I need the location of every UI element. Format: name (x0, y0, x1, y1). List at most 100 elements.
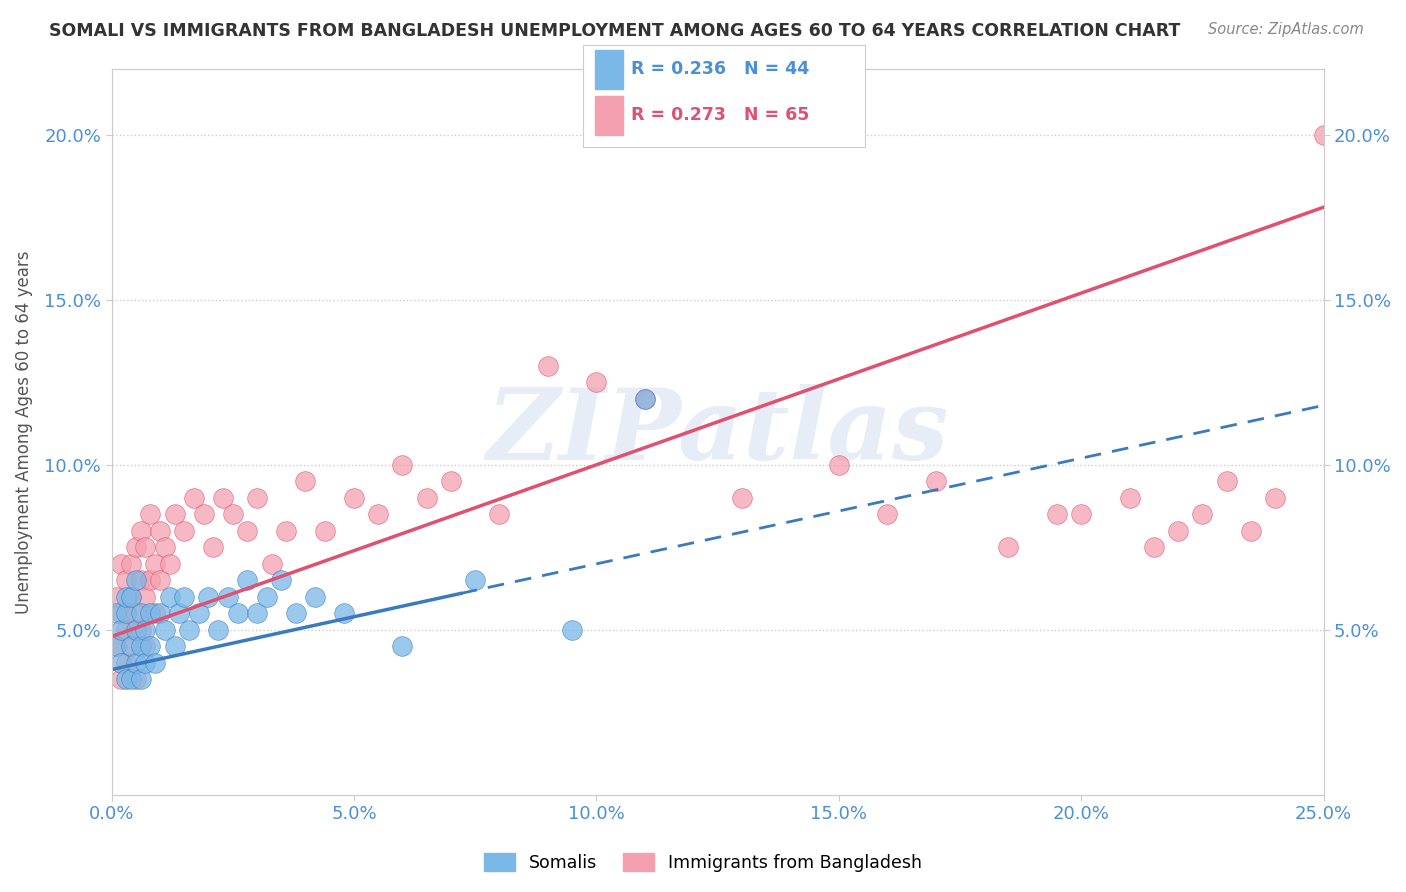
Point (173, 590, 195, 604)
Point (105, 590, 128, 604)
Point (260, 557, 283, 571)
Point (129, 623, 152, 637)
Point (177, 623, 200, 637)
Point (143, 656, 166, 670)
Point (537, 359, 560, 373)
Point (333, 607, 356, 621)
Point (129, 574, 152, 588)
Text: SOMALI VS IMMIGRANTS FROM BANGLADESH UNEMPLOYMENT AMONG AGES 60 TO 64 YEARS CORR: SOMALI VS IMMIGRANTS FROM BANGLADESH UNE… (49, 22, 1181, 40)
Point (105, 640, 128, 654)
Legend: Somalis, Immigrants from Bangladesh: Somalis, Immigrants from Bangladesh (477, 847, 929, 879)
Point (415, 491, 437, 505)
Point (139, 508, 162, 522)
Point (120, 590, 142, 604)
Point (129, 607, 152, 621)
Point (125, 623, 148, 637)
Point (343, 491, 366, 505)
Point (634, 392, 657, 406)
Point (115, 623, 138, 637)
Point (149, 524, 172, 538)
Point (440, 475, 463, 489)
Point (1312, 128, 1334, 142)
Point (143, 557, 166, 571)
Point (120, 557, 142, 571)
Point (163, 640, 186, 654)
Point (125, 656, 148, 670)
Point (202, 541, 225, 555)
Point (110, 673, 132, 687)
Point (110, 607, 132, 621)
Point (125, 574, 148, 588)
Point (153, 623, 176, 637)
Point (193, 508, 215, 522)
Point (274, 524, 297, 538)
Point (163, 508, 186, 522)
Point (120, 673, 142, 687)
Point (115, 656, 138, 670)
Point (110, 623, 132, 637)
Point (183, 491, 205, 505)
Point (139, 574, 162, 588)
Point (149, 574, 172, 588)
Point (134, 640, 156, 654)
Point (1046, 508, 1069, 522)
Point (207, 623, 229, 637)
Point (125, 673, 148, 687)
Point (391, 458, 413, 472)
Point (115, 590, 138, 604)
Point (561, 623, 583, 637)
Point (1167, 524, 1189, 538)
Bar (595, 96, 623, 135)
Text: ZIPatlas: ZIPatlas (486, 384, 949, 480)
Point (134, 590, 156, 604)
Point (222, 508, 245, 522)
Point (731, 491, 754, 505)
Bar (595, 50, 623, 88)
Text: R = 0.236   N = 44: R = 0.236 N = 44 (631, 61, 810, 78)
Point (115, 673, 138, 687)
Point (187, 607, 209, 621)
Point (129, 524, 152, 538)
Point (236, 524, 259, 538)
Point (139, 640, 162, 654)
Point (236, 574, 259, 588)
Point (115, 574, 138, 588)
Point (284, 607, 307, 621)
Point (391, 640, 413, 654)
Point (115, 607, 138, 621)
Point (139, 607, 162, 621)
Point (876, 508, 898, 522)
Point (1118, 491, 1140, 505)
Point (125, 541, 148, 555)
Point (159, 557, 181, 571)
Point (997, 541, 1019, 555)
Point (149, 607, 172, 621)
Point (169, 607, 191, 621)
Text: Source: ZipAtlas.com: Source: ZipAtlas.com (1208, 22, 1364, 37)
Point (270, 574, 292, 588)
Point (314, 524, 336, 538)
Point (134, 623, 156, 637)
Point (226, 607, 249, 621)
Point (129, 640, 152, 654)
Point (294, 475, 316, 489)
Point (1215, 475, 1237, 489)
Point (120, 590, 142, 604)
Point (925, 475, 948, 489)
Point (134, 656, 156, 670)
Point (129, 673, 152, 687)
Point (173, 524, 195, 538)
Point (828, 458, 851, 472)
Point (634, 392, 657, 406)
Point (304, 590, 326, 604)
Y-axis label: Unemployment Among Ages 60 to 64 years: Unemployment Among Ages 60 to 64 years (15, 250, 32, 614)
Point (120, 640, 142, 654)
Point (134, 541, 156, 555)
Point (197, 590, 219, 604)
Point (143, 607, 166, 621)
Point (217, 590, 239, 604)
Point (110, 656, 132, 670)
Point (212, 491, 235, 505)
Point (159, 590, 181, 604)
Point (105, 640, 128, 654)
